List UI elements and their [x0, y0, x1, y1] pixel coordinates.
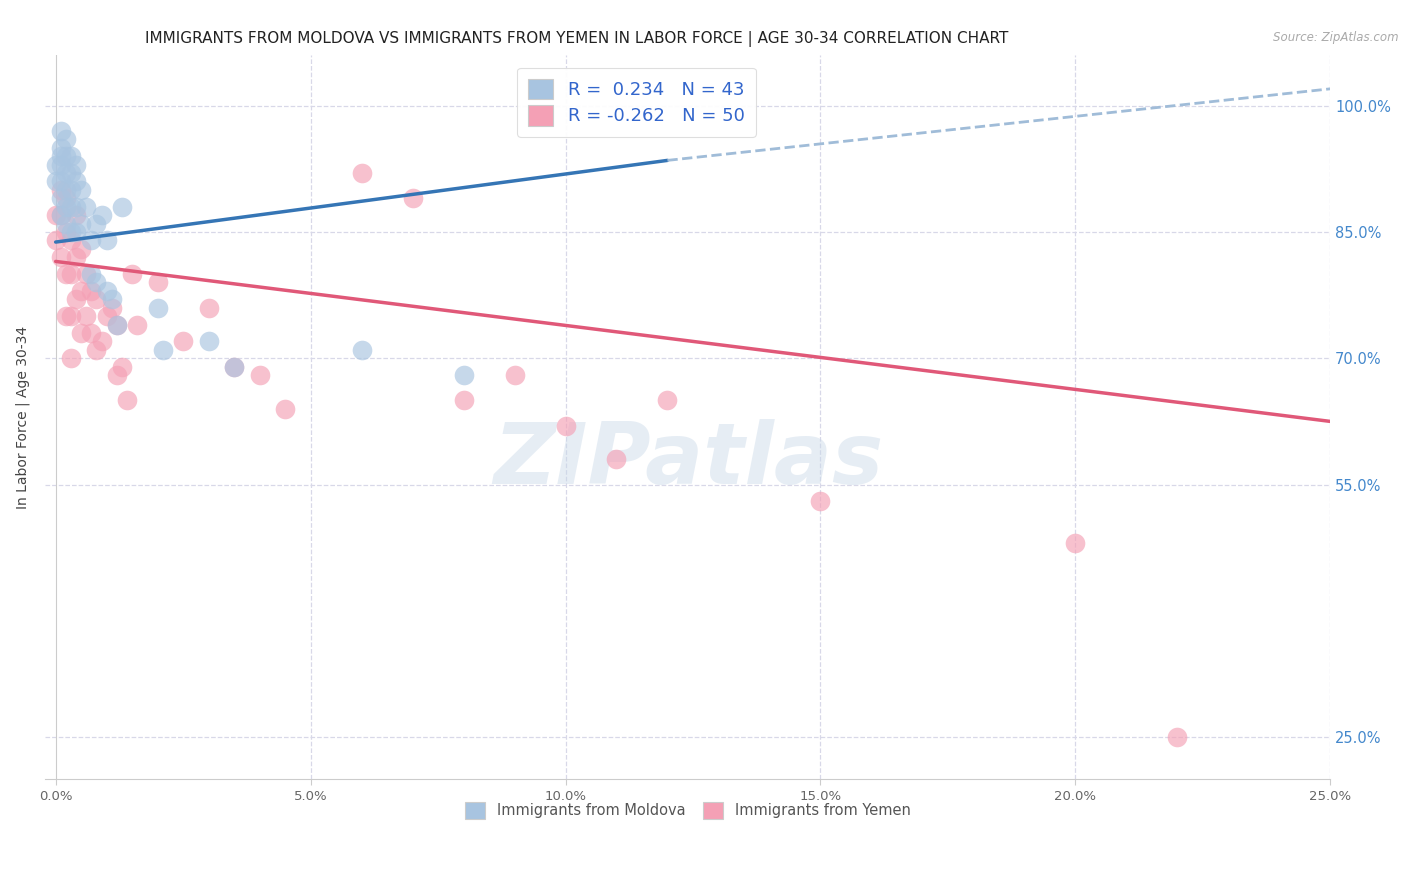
Point — [59, 225, 82, 239]
Point — [80, 326, 103, 340]
Point — [1064, 536, 1087, 550]
Point — [401, 191, 423, 205]
Point — [55, 149, 77, 163]
Point — [100, 293, 122, 307]
Point — [55, 267, 77, 281]
Point — [55, 309, 77, 323]
Point — [70, 284, 93, 298]
Point — [90, 208, 112, 222]
Point — [70, 183, 93, 197]
Point — [503, 368, 526, 383]
Point — [49, 183, 72, 197]
Point — [49, 250, 72, 264]
Point — [80, 267, 103, 281]
Point — [59, 166, 82, 180]
Point — [152, 343, 174, 357]
Point — [65, 225, 87, 239]
Text: ZIPatlas: ZIPatlas — [492, 419, 883, 502]
Point — [111, 359, 134, 374]
Point — [75, 200, 97, 214]
Point — [49, 191, 72, 205]
Point — [86, 217, 108, 231]
Point — [49, 149, 72, 163]
Point — [146, 276, 169, 290]
Point — [605, 452, 627, 467]
Text: IMMIGRANTS FROM MOLDOVA VS IMMIGRANTS FROM YEMEN IN LABOR FORCE | AGE 30-34 CORR: IMMIGRANTS FROM MOLDOVA VS IMMIGRANTS FR… — [145, 31, 1008, 47]
Point — [100, 301, 122, 315]
Point — [80, 233, 103, 247]
Point — [90, 334, 112, 349]
Point — [172, 334, 194, 349]
Point — [105, 318, 128, 332]
Point — [65, 293, 87, 307]
Point — [1166, 730, 1188, 744]
Point — [75, 267, 97, 281]
Point — [45, 208, 67, 222]
Point — [45, 174, 67, 188]
Point — [59, 233, 82, 247]
Point — [96, 284, 118, 298]
Point — [121, 267, 143, 281]
Point — [105, 318, 128, 332]
Point — [70, 217, 93, 231]
Point — [55, 200, 77, 214]
Point — [45, 158, 67, 172]
Point — [127, 318, 149, 332]
Point — [350, 166, 373, 180]
Point — [49, 158, 72, 172]
Point — [105, 368, 128, 383]
Point — [75, 309, 97, 323]
Point — [59, 183, 82, 197]
Text: Source: ZipAtlas.com: Source: ZipAtlas.com — [1274, 31, 1399, 45]
Point — [49, 174, 72, 188]
Point — [55, 132, 77, 146]
Point — [59, 309, 82, 323]
Point — [55, 191, 77, 205]
Point — [70, 242, 93, 256]
Point — [146, 301, 169, 315]
Point — [249, 368, 271, 383]
Point — [80, 284, 103, 298]
Point — [49, 208, 72, 222]
Point — [453, 368, 475, 383]
Y-axis label: In Labor Force | Age 30-34: In Labor Force | Age 30-34 — [15, 326, 30, 508]
Point — [453, 393, 475, 408]
Point — [49, 124, 72, 138]
Point — [70, 326, 93, 340]
Point — [111, 200, 134, 214]
Point — [86, 293, 108, 307]
Point — [65, 200, 87, 214]
Point — [197, 301, 219, 315]
Point — [65, 158, 87, 172]
Point — [49, 208, 72, 222]
Point — [59, 200, 82, 214]
Point — [86, 276, 108, 290]
Point — [65, 208, 87, 222]
Point — [59, 351, 82, 366]
Point — [657, 393, 679, 408]
Point — [224, 359, 246, 374]
Point — [96, 233, 118, 247]
Point — [65, 250, 87, 264]
Point — [350, 343, 373, 357]
Point — [45, 233, 67, 247]
Point — [554, 418, 576, 433]
Point — [810, 494, 832, 508]
Point — [224, 359, 246, 374]
Point — [86, 343, 108, 357]
Point — [49, 141, 72, 155]
Point — [115, 393, 138, 408]
Point — [59, 267, 82, 281]
Point — [55, 183, 77, 197]
Point — [96, 309, 118, 323]
Point — [55, 166, 77, 180]
Point — [65, 174, 87, 188]
Point — [55, 225, 77, 239]
Point — [197, 334, 219, 349]
Point — [274, 401, 297, 416]
Point — [59, 149, 82, 163]
Legend: Immigrants from Moldova, Immigrants from Yemen: Immigrants from Moldova, Immigrants from… — [457, 795, 918, 826]
Point — [55, 217, 77, 231]
